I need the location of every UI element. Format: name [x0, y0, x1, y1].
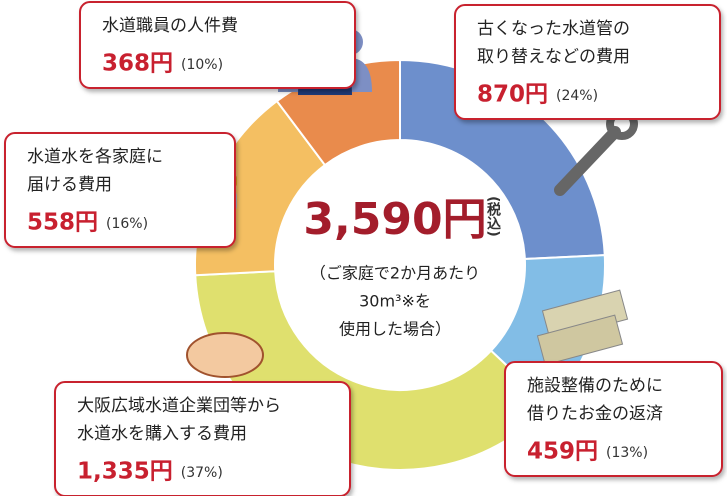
label-box: [79, 1, 356, 89]
percent-label: (10%): [181, 57, 223, 73]
value-label: 1,335円: [77, 459, 173, 485]
tax-note: (税込): [485, 196, 501, 237]
percent-label: (24%): [556, 88, 598, 104]
label-box: [504, 361, 723, 477]
category-label: 水道職員の人件費: [102, 16, 238, 36]
percent-label: (16%): [106, 216, 148, 232]
category-label: 借りたお金の返済: [527, 404, 663, 424]
category-label: 古くなった水道管の: [477, 19, 630, 39]
money-icon: [536, 289, 629, 366]
percent-label: (13%): [606, 445, 648, 461]
subtitle: 使用した場合）: [339, 320, 451, 339]
category-label: 取り替えなどの費用: [477, 47, 630, 67]
category-label: 水道水を各家庭に: [27, 147, 163, 167]
subtitle: （ご家庭で2か月あたり: [310, 264, 480, 283]
subtitle: 30m³※を: [359, 292, 431, 311]
total-label: 3,590円: [303, 194, 486, 245]
category-label: 水道水を購入する費用: [77, 424, 247, 444]
value-label: 459円: [527, 439, 598, 465]
handshake-icon: [186, 332, 264, 378]
percent-label: (37%): [181, 465, 223, 481]
category-label: 届ける費用: [27, 175, 112, 195]
category-label: 施設整備のために: [527, 376, 663, 396]
label-box: [454, 4, 721, 120]
value-label: 368円: [102, 51, 173, 77]
label-box: [4, 132, 236, 248]
category-label: 大阪広域水道企業団等から: [77, 396, 281, 416]
value-label: 870円: [477, 82, 548, 108]
value-label: 558円: [27, 210, 98, 236]
